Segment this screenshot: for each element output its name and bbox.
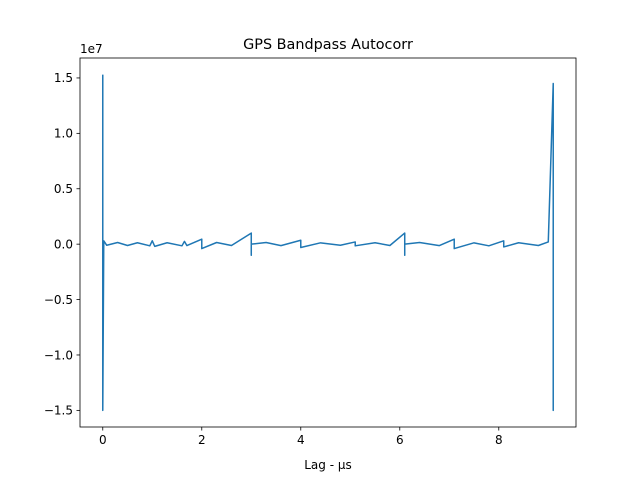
axes-frame	[79, 57, 577, 428]
y-tick-label: 1.5	[54, 71, 73, 85]
plot-area	[102, 74, 554, 412]
y-axis-ticks: −1.5 −1.0 −0.5 0.0 0.5 1.0 1.5	[44, 71, 80, 418]
x-tick-label: 8	[495, 433, 503, 447]
y-axis-offset-label: 1e7	[80, 42, 103, 56]
y-tick-label: −0.5	[44, 293, 73, 307]
x-tick-label: 0	[99, 433, 107, 447]
x-tick-label: 4	[297, 433, 305, 447]
y-tick-label: −1.0	[44, 348, 73, 362]
series-line	[102, 74, 554, 412]
y-tick-label: 0.0	[54, 237, 73, 251]
x-axis-label: Lag - μs	[304, 458, 352, 472]
x-tick-label: 6	[396, 433, 404, 447]
x-tick-label: 2	[198, 433, 206, 447]
y-tick-label: 1.0	[54, 127, 73, 141]
y-tick-label: 0.5	[54, 182, 73, 196]
chart-title: GPS Bandpass Autocorr	[243, 37, 413, 53]
y-tick-label: −1.5	[44, 404, 73, 418]
x-axis-ticks: 0 2 4 6 8	[99, 427, 503, 447]
